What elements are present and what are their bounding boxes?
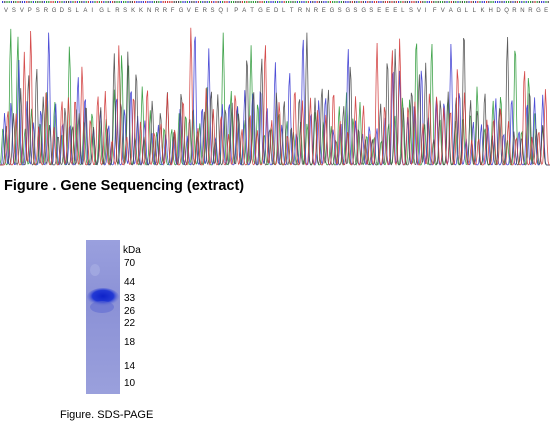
- svg-text:L: L: [401, 8, 405, 14]
- svg-text:R: R: [163, 8, 168, 14]
- marker-26-kda: 26: [124, 306, 136, 317]
- svg-text:A: A: [83, 8, 87, 14]
- svg-text:K: K: [481, 8, 485, 14]
- svg-text:S: S: [409, 8, 413, 14]
- svg-text:Q: Q: [504, 8, 509, 14]
- svg-text:K: K: [139, 8, 143, 14]
- svg-text:E: E: [195, 8, 199, 14]
- svg-text:V: V: [4, 8, 8, 14]
- svg-text:S: S: [36, 8, 40, 14]
- svg-text:R: R: [115, 8, 120, 14]
- svg-text:G: G: [346, 8, 351, 14]
- svg-text:G: G: [179, 8, 184, 14]
- svg-text:E: E: [377, 8, 381, 14]
- svg-text:Q: Q: [218, 8, 223, 14]
- svg-text:N: N: [306, 8, 310, 14]
- svg-text:L: L: [107, 8, 111, 14]
- marker-10-kda: 10: [124, 378, 136, 389]
- svg-text:G: G: [536, 8, 541, 14]
- svg-text:N: N: [520, 8, 524, 14]
- svg-text:E: E: [385, 8, 389, 14]
- svg-text:S: S: [123, 8, 127, 14]
- marker-22-kda: 22: [124, 318, 136, 329]
- gene-sequencing-caption: Figure . Gene Sequencing (extract): [4, 178, 245, 194]
- svg-text:T: T: [290, 8, 294, 14]
- svg-text:E: E: [393, 8, 397, 14]
- kda-unit-label: kDa: [123, 245, 141, 256]
- svg-text:R: R: [155, 8, 160, 14]
- svg-text:H: H: [489, 8, 493, 14]
- svg-text:D: D: [496, 8, 501, 14]
- svg-text:G: G: [457, 8, 462, 14]
- svg-text:I: I: [425, 8, 427, 14]
- protein-band: [87, 288, 119, 306]
- svg-text:D: D: [274, 8, 279, 14]
- svg-text:V: V: [20, 8, 24, 14]
- svg-text:N: N: [147, 8, 151, 14]
- svg-text:G: G: [361, 8, 366, 14]
- svg-text:G: G: [52, 8, 57, 14]
- svg-text:S: S: [353, 8, 357, 14]
- svg-text:L: L: [465, 8, 469, 14]
- svg-text:L: L: [473, 8, 477, 14]
- marker-44-kda: 44: [124, 277, 136, 288]
- svg-text:G: G: [330, 8, 335, 14]
- marker-smear-top: [90, 264, 100, 276]
- svg-text:S: S: [211, 8, 215, 14]
- svg-text:R: R: [44, 8, 49, 14]
- svg-text:A: A: [449, 8, 453, 14]
- trace-T: [0, 27, 550, 166]
- svg-text:E: E: [544, 8, 548, 14]
- svg-text:R: R: [512, 8, 517, 14]
- svg-text:S: S: [338, 8, 342, 14]
- svg-text:E: E: [266, 8, 270, 14]
- svg-text:L: L: [282, 8, 286, 14]
- marker-33-kda: 33: [124, 293, 136, 304]
- svg-text:K: K: [131, 8, 135, 14]
- svg-text:R: R: [528, 8, 533, 14]
- sds-page-gel-lane: [86, 240, 120, 394]
- svg-text:R: R: [203, 8, 208, 14]
- svg-text:E: E: [322, 8, 326, 14]
- marker-18-kda: 18: [124, 337, 136, 348]
- svg-text:F: F: [171, 8, 175, 14]
- sds-page-caption: Figure. SDS-PAGE: [60, 409, 154, 421]
- marker-14-kda: 14: [124, 361, 136, 372]
- svg-text:L: L: [76, 8, 80, 14]
- svg-text:I: I: [226, 8, 228, 14]
- svg-text:A: A: [242, 8, 246, 14]
- svg-text:G: G: [99, 8, 104, 14]
- sequencing-traces: [0, 27, 550, 166]
- trace-G: [0, 32, 550, 166]
- svg-text:I: I: [91, 8, 93, 14]
- svg-text:S: S: [12, 8, 16, 14]
- svg-text:V: V: [187, 8, 191, 14]
- svg-text:V: V: [441, 8, 445, 14]
- svg-text:S: S: [68, 8, 72, 14]
- marker-70-kda: 70: [124, 258, 136, 269]
- svg-text:S: S: [369, 8, 373, 14]
- svg-text:R: R: [314, 8, 319, 14]
- svg-text:P: P: [234, 8, 238, 14]
- svg-text:V: V: [417, 8, 421, 14]
- svg-text:D: D: [60, 8, 65, 14]
- svg-text:R: R: [298, 8, 303, 14]
- svg-text:F: F: [433, 8, 437, 14]
- svg-text:P: P: [28, 8, 32, 14]
- protein-band-tail: [90, 301, 114, 313]
- svg-text:T: T: [250, 8, 254, 14]
- svg-text:G: G: [258, 8, 263, 14]
- gel-lane-background: [86, 240, 120, 394]
